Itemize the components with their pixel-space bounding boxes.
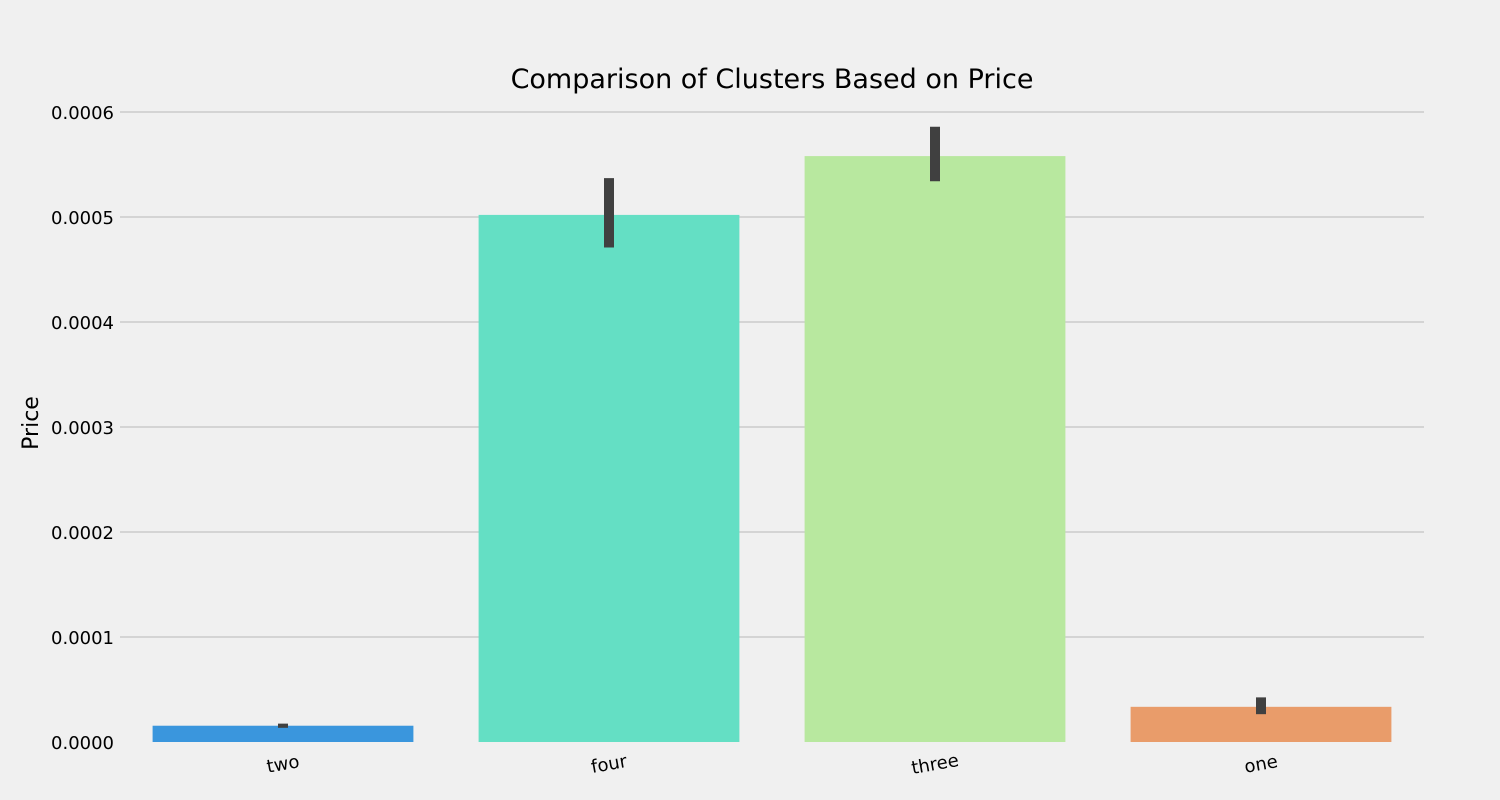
y-tick-label: 0.0002 — [51, 523, 114, 544]
x-tick-label: two — [265, 751, 301, 777]
x-tick-label: one — [1243, 751, 1280, 777]
x-tick-label: four — [589, 751, 629, 778]
chart-title: Comparison of Clusters Based on Price — [511, 64, 1034, 95]
grid-lines — [120, 111, 1424, 638]
y-axis-ticks: 0.0000 0.0001 0.0002 0.0003 0.0004 0.0005 0.00… — [51, 103, 114, 754]
y-tick-label: 0.0005 — [51, 208, 114, 229]
bar-four — [478, 214, 740, 742]
x-tick-label: three — [910, 750, 961, 779]
y-tick-label: 0.0003 — [51, 418, 114, 439]
y-tick-label: 0.0004 — [51, 313, 114, 334]
bars — [152, 156, 1392, 743]
y-axis-label: Price — [19, 396, 44, 450]
y-tick-label: 0.0001 — [51, 628, 114, 649]
x-axis-ticks: two four three one — [265, 750, 1279, 779]
bar-three — [804, 156, 1066, 743]
y-tick-label: 0.0006 — [51, 103, 114, 124]
error-bars — [278, 126, 1266, 728]
y-tick-label: 0.0000 — [51, 733, 114, 754]
bar-two — [152, 725, 414, 742]
